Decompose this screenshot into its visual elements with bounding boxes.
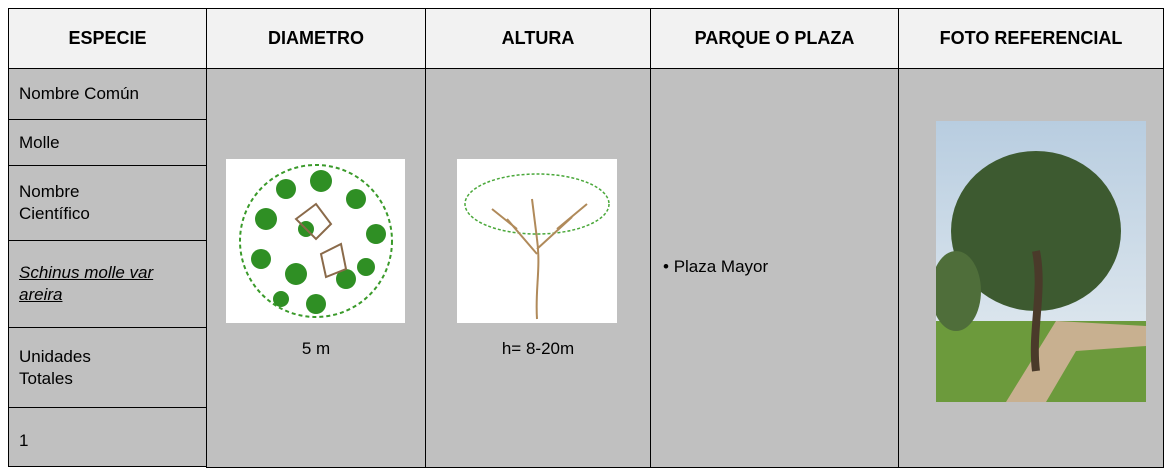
header-cell: ESPECIE <box>8 8 207 69</box>
cell-text: 1 <box>19 431 29 450</box>
altura-cell: h= 8-20m <box>425 68 651 468</box>
tree-plan-image <box>226 159 405 323</box>
header-cell: DIAMETRO <box>206 8 426 69</box>
scientific-name: Schinus molle var areira <box>19 263 154 304</box>
header-cell: PARQUE O PLAZA <box>650 8 899 69</box>
row-cell: Schinus molle var areira <box>8 240 207 328</box>
diametro-cell: 5 m <box>206 68 426 468</box>
cell-text: Nombre Común <box>19 84 139 103</box>
foto-cell <box>898 68 1164 468</box>
park-item: • Plaza Mayor <box>663 257 769 276</box>
row-cell: Unidades Totales <box>8 327 207 408</box>
tree-elevation-image <box>457 159 617 323</box>
header-cell: FOTO REFERENCIAL <box>898 8 1164 69</box>
row-cell: Nombre Común <box>8 68 207 120</box>
cell-text: Nombre Científico <box>19 182 90 223</box>
altura-value: h= 8-20m <box>501 339 575 358</box>
cell-text: Unidades Totales <box>19 346 91 388</box>
parque-cell: • Plaza Mayor <box>650 68 899 468</box>
row-cell: Nombre Científico <box>8 165 207 241</box>
row-cell: 1 <box>8 407 207 467</box>
cell-text: Molle <box>19 132 60 152</box>
row-cell: Molle <box>8 119 207 166</box>
header-cell: ALTURA <box>425 8 651 69</box>
park-name: Plaza Mayor <box>673 257 769 276</box>
diametro-value: 5 m <box>301 339 331 358</box>
reference-photo <box>936 121 1146 402</box>
